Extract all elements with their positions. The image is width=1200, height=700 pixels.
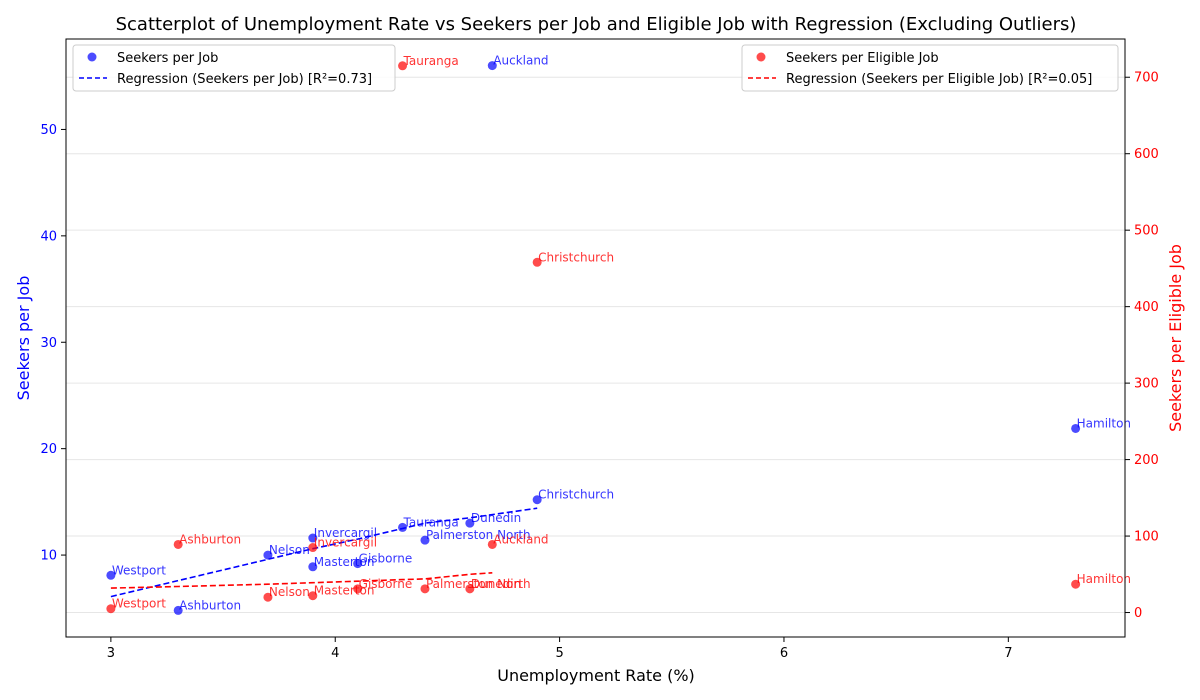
- point-label-left: Hamilton: [1077, 416, 1131, 430]
- scatter-point-left: [487, 61, 497, 71]
- point-label-left: Ashburton: [179, 598, 241, 612]
- plot-frame: [65, 38, 1126, 638]
- right-y-axis-label: Seekers per Eligible Job: [1166, 244, 1185, 432]
- right-y-tick-label: 100: [1134, 530, 1159, 545]
- scatter-point-right: [398, 61, 408, 71]
- x-axis-ticks: 3 4 5 6 7: [107, 637, 1012, 661]
- point-label-left: Gisborne: [359, 552, 413, 566]
- scatter-point-right: [353, 584, 363, 594]
- legend-left-entry-points: Seekers per Job: [117, 51, 218, 66]
- point-label-left: Westport: [112, 563, 166, 577]
- legend-right-entry-regression: Regression (Seekers per Eligible Job) [R…: [786, 72, 1092, 87]
- scatter-point-left: [532, 495, 542, 505]
- legend-right: Seekers per Eligible Job Regression (See…: [741, 44, 1119, 92]
- scatter-point-right: [308, 543, 318, 553]
- x-tick-label: 4: [331, 646, 339, 661]
- point-labels: Westport Ashburton Nelson Invercargil Master…: [112, 54, 1131, 613]
- right-y-tick-label: 200: [1134, 453, 1159, 468]
- scatter-point-right: [308, 591, 318, 601]
- scatter-point-right: [420, 584, 430, 594]
- x-tick-label: 3: [107, 646, 115, 661]
- regression-lines: [110, 507, 538, 598]
- point-label-left: Nelson: [269, 543, 310, 557]
- scatter-point-left: [465, 518, 475, 528]
- point-label-left: Masterton: [314, 555, 375, 569]
- scatter-point-left: [263, 550, 273, 560]
- scatter-point-left: [420, 535, 430, 545]
- scatter-point-right: [173, 539, 183, 549]
- regression-line-right: [110, 572, 493, 589]
- right-y-axis-ticks: 0 100 200 300 400 500 600 700: [1125, 71, 1159, 621]
- scatter-point-right: [1071, 579, 1081, 589]
- scatter-point-right: [263, 592, 273, 602]
- point-label-right: Dunedin: [471, 577, 521, 591]
- point-label-right: Palmerston North: [426, 577, 531, 591]
- grid-lines: [66, 76, 1125, 614]
- left-y-axis-ticks: 10 20 30 40 50: [40, 123, 66, 564]
- legend-left-box: [72, 44, 396, 92]
- x-tick-label: 5: [555, 646, 563, 661]
- point-label-right: Ashburton: [179, 532, 241, 546]
- scatter-point-left: [353, 559, 363, 569]
- left-y-tick-label: 10: [40, 549, 57, 564]
- left-y-tick-label: 30: [40, 336, 57, 351]
- x-tick-label: 6: [780, 646, 788, 661]
- right-y-tick-label: 400: [1134, 300, 1159, 315]
- point-label-left: Tauranga: [403, 515, 459, 529]
- left-y-tick-label: 50: [40, 123, 57, 138]
- point-label-left: Palmerston North: [426, 528, 531, 542]
- right-y-tick-label: 600: [1134, 147, 1159, 162]
- regression-line-left: [110, 507, 538, 598]
- point-label-left: Invercargil: [314, 526, 377, 540]
- left-y-tick-label: 20: [40, 442, 57, 457]
- scatter-point-left: [398, 522, 408, 532]
- point-label-right: Auckland: [493, 532, 548, 546]
- x-tick-label: 7: [1004, 646, 1012, 661]
- chart-title: Scatterplot of Unemployment Rate vs Seek…: [116, 14, 1077, 35]
- legend-left-marker: [87, 52, 97, 62]
- data-points: [106, 61, 1081, 615]
- legend-left: Seekers per Job Regression (Seekers per …: [72, 44, 396, 92]
- left-y-axis-label: Seekers per Job: [14, 276, 33, 401]
- left-y-tick-label: 40: [40, 229, 57, 244]
- scatter-point-left: [106, 570, 116, 580]
- scatter-point-right: [465, 584, 475, 594]
- legend-right-entry-points: Seekers per Eligible Job: [786, 51, 939, 66]
- point-label-right: Tauranga: [403, 54, 459, 68]
- point-label-left: Dunedin: [471, 511, 521, 525]
- scatter-point-left: [1071, 423, 1081, 433]
- right-y-tick-label: 300: [1134, 377, 1159, 392]
- legend-right-box: [741, 44, 1119, 92]
- point-label-right: Masterton: [314, 584, 375, 598]
- point-label-right: Westport: [112, 597, 166, 611]
- point-label-right: Invercargil: [314, 536, 377, 550]
- point-label-right: Gisborne: [359, 577, 413, 591]
- point-label-right: Christchurch: [538, 250, 614, 264]
- right-y-tick-label: 500: [1134, 224, 1159, 239]
- scatter-point-right: [532, 257, 542, 267]
- scatter-point-right: [106, 604, 116, 614]
- point-label-right: Nelson: [269, 585, 310, 599]
- scatter-point-left: [173, 605, 183, 615]
- legend-left-entry-regression: Regression (Seekers per Job) [R²=0.73]: [117, 72, 372, 87]
- scatter-point-left: [308, 533, 318, 543]
- point-label-right: Hamilton: [1077, 572, 1131, 586]
- x-axis-label: Unemployment Rate (%): [497, 666, 695, 685]
- point-label-left: Auckland: [493, 54, 548, 68]
- point-label-left: Christchurch: [538, 488, 614, 502]
- scatter-point-right: [487, 539, 497, 549]
- legend-right-marker: [756, 52, 766, 62]
- right-y-tick-label: 700: [1134, 71, 1159, 86]
- right-y-tick-label: 0: [1134, 606, 1142, 621]
- scatter-point-left: [308, 562, 318, 572]
